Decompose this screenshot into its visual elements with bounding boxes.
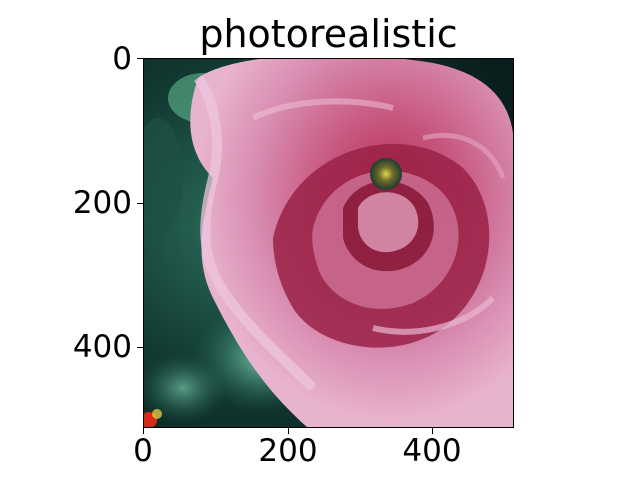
y-tick-mark [137,347,143,348]
rose-image [143,58,514,428]
y-tick-label: 0 [112,41,132,77]
y-tick-mark [137,203,143,204]
x-tick-label: 0 [133,433,153,469]
figure-title: photorealistic [199,12,458,56]
y-tick-label: 400 [72,329,132,365]
x-tick-mark [432,428,433,434]
x-tick-label: 200 [258,433,318,469]
x-tick-label: 400 [402,433,462,469]
y-tick-label: 200 [72,185,132,221]
x-tick-mark [288,428,289,434]
y-tick-mark [137,58,143,59]
x-tick-mark [143,428,144,434]
